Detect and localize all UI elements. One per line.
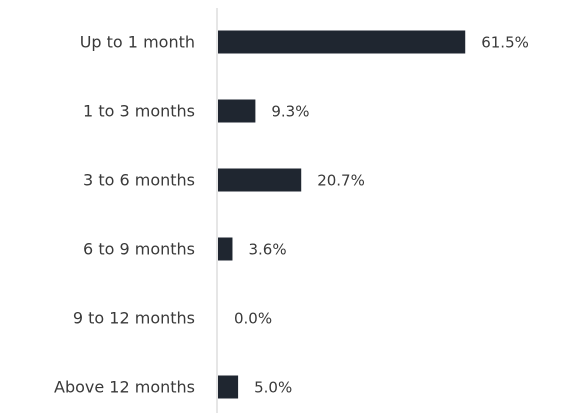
value-label: 3.6% [248,241,286,259]
value-label: 9.3% [271,103,309,121]
category-label: Above 12 months [54,378,195,397]
bar [218,168,302,192]
value-label: 61.5% [481,34,529,52]
bar [218,237,233,261]
value-label: 0.0% [234,310,272,328]
bar [218,99,256,123]
bar [218,375,239,399]
category-label: 1 to 3 months [83,102,195,121]
category-label: 6 to 9 months [83,240,195,259]
category-label: Up to 1 month [80,33,195,52]
value-label: 5.0% [254,379,292,397]
bar [218,30,466,54]
value-label: 20.7% [317,172,365,190]
category-label: 9 to 12 months [73,309,195,328]
category-label: 3 to 6 months [83,171,195,190]
